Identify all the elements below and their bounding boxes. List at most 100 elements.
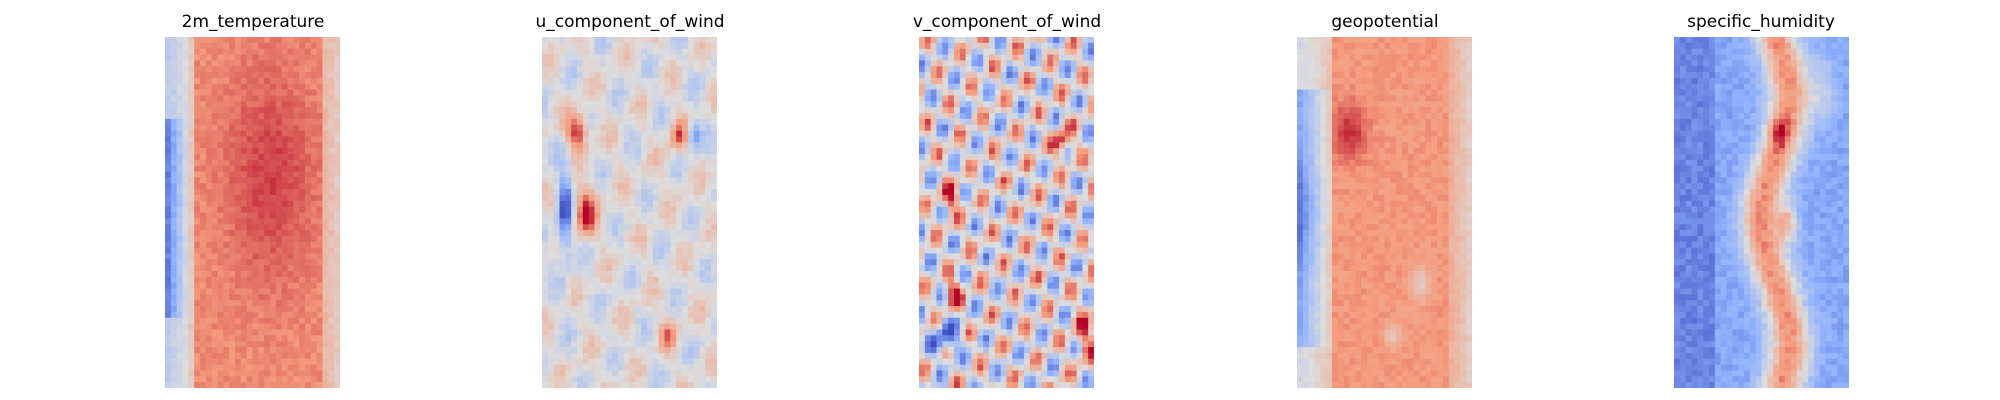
heatmap-cell — [647, 352, 654, 360]
heatmap-cell — [1088, 206, 1094, 214]
heatmap-cell — [1064, 113, 1072, 120]
heatmap-cell — [559, 165, 566, 173]
heatmap-cell — [229, 37, 236, 44]
heatmap-cell — [316, 311, 324, 319]
heatmap-cell — [647, 42, 654, 50]
heatmap-cell — [699, 241, 706, 249]
heatmap-cell — [200, 247, 207, 255]
heatmap-cell — [1070, 300, 1078, 307]
heatmap-cell — [270, 271, 277, 278]
heatmap-cell — [287, 329, 294, 336]
heatmap-cell — [170, 352, 178, 360]
heatmap-cell — [948, 66, 955, 73]
heatmap-cell — [617, 247, 625, 255]
heatmap-cell — [188, 206, 195, 214]
heatmap-cell — [182, 358, 189, 366]
heatmap-cell — [328, 347, 335, 354]
heatmap-cell — [682, 189, 689, 196]
heatmap-cell — [182, 66, 189, 73]
heatmap-cell — [565, 352, 572, 360]
heatmap-cell — [617, 136, 625, 143]
heatmap-cell — [1064, 282, 1072, 290]
heatmap-cell — [711, 271, 717, 278]
heatmap-cell — [1076, 241, 1083, 249]
heatmap-cell — [293, 311, 300, 319]
heatmap-cell — [1082, 288, 1089, 295]
heatmap-cell — [664, 335, 671, 342]
heatmap-cell — [641, 101, 648, 108]
heatmap-cell — [565, 230, 572, 237]
heatmap-cell — [1059, 95, 1066, 102]
heatmap-cell — [299, 317, 306, 325]
heatmap-cell — [606, 136, 613, 143]
heatmap-cell — [600, 148, 607, 155]
heatmap-cell — [705, 347, 712, 354]
heatmap-cell — [1006, 230, 1013, 237]
heatmap-cell — [1088, 159, 1094, 167]
heatmap-cell — [994, 142, 1002, 149]
heatmap-cell — [310, 265, 318, 272]
heatmap-cell — [635, 235, 642, 243]
heatmap-cell — [693, 72, 701, 79]
heatmap-cell — [664, 171, 671, 178]
heatmap-cell — [954, 230, 961, 237]
heatmap-cell — [1076, 212, 1083, 219]
heatmap-cell — [246, 177, 254, 184]
heatmap-cell — [182, 294, 189, 301]
heatmap-cell — [1082, 300, 1089, 307]
heatmap-cell — [1012, 113, 1019, 120]
heatmap-cell — [1006, 95, 1013, 102]
heatmap-cell — [287, 95, 294, 102]
heatmap-cell — [170, 118, 178, 126]
heatmap-cell — [287, 306, 294, 313]
heatmap-cell — [588, 364, 596, 372]
heatmap-cell — [670, 136, 677, 143]
heatmap-cell — [246, 107, 254, 114]
heatmap-cell — [971, 200, 978, 208]
heatmap-cell — [629, 183, 636, 190]
heatmap-cell — [316, 364, 324, 372]
heatmap-cell — [664, 247, 671, 255]
heatmap-cell — [606, 37, 613, 44]
heatmap-cell — [612, 130, 619, 138]
heatmap-cell — [1041, 194, 1048, 202]
heatmap-cell — [200, 54, 207, 61]
heatmap-cell — [1018, 224, 1025, 231]
heatmap-cell — [682, 165, 689, 173]
heatmap-cell — [559, 142, 566, 149]
heatmap-cell — [965, 259, 973, 266]
heatmap-cell — [211, 347, 219, 354]
heatmap-cell — [258, 300, 265, 307]
heatmap-cell — [542, 118, 549, 126]
heatmap-cell — [553, 130, 561, 138]
heatmap-cell — [252, 107, 259, 114]
heatmap-cell — [235, 247, 242, 255]
heatmap-cell — [322, 235, 329, 243]
heatmap-cell — [571, 212, 578, 219]
heatmap-cell — [606, 271, 613, 278]
heatmap-cell — [287, 48, 294, 56]
heatmap-cell — [258, 288, 265, 295]
heatmap-cell — [170, 288, 178, 295]
heatmap-cell — [258, 352, 265, 360]
heatmap-cell — [588, 341, 596, 348]
heatmap-cell — [258, 311, 265, 319]
heatmap-cell — [687, 148, 695, 155]
heatmap-cell — [612, 300, 619, 307]
heatmap-cell — [623, 306, 631, 313]
heatmap-cell — [310, 364, 318, 372]
heatmap-cell — [194, 364, 201, 372]
heatmap-cell — [977, 183, 984, 190]
heatmap-cell — [1070, 101, 1078, 108]
heatmap-cell — [176, 142, 184, 149]
heatmap-cell — [623, 37, 631, 44]
heatmap-cell — [1018, 66, 1025, 73]
heatmap-cell — [954, 159, 961, 167]
heatmap-cell — [229, 48, 236, 56]
heatmap-cell — [328, 271, 335, 278]
heatmap-cell — [647, 317, 654, 325]
heatmap-cell — [582, 300, 590, 307]
heatmap-cell — [699, 183, 706, 190]
heatmap-cell — [989, 107, 996, 114]
heatmap-cell — [936, 189, 943, 196]
